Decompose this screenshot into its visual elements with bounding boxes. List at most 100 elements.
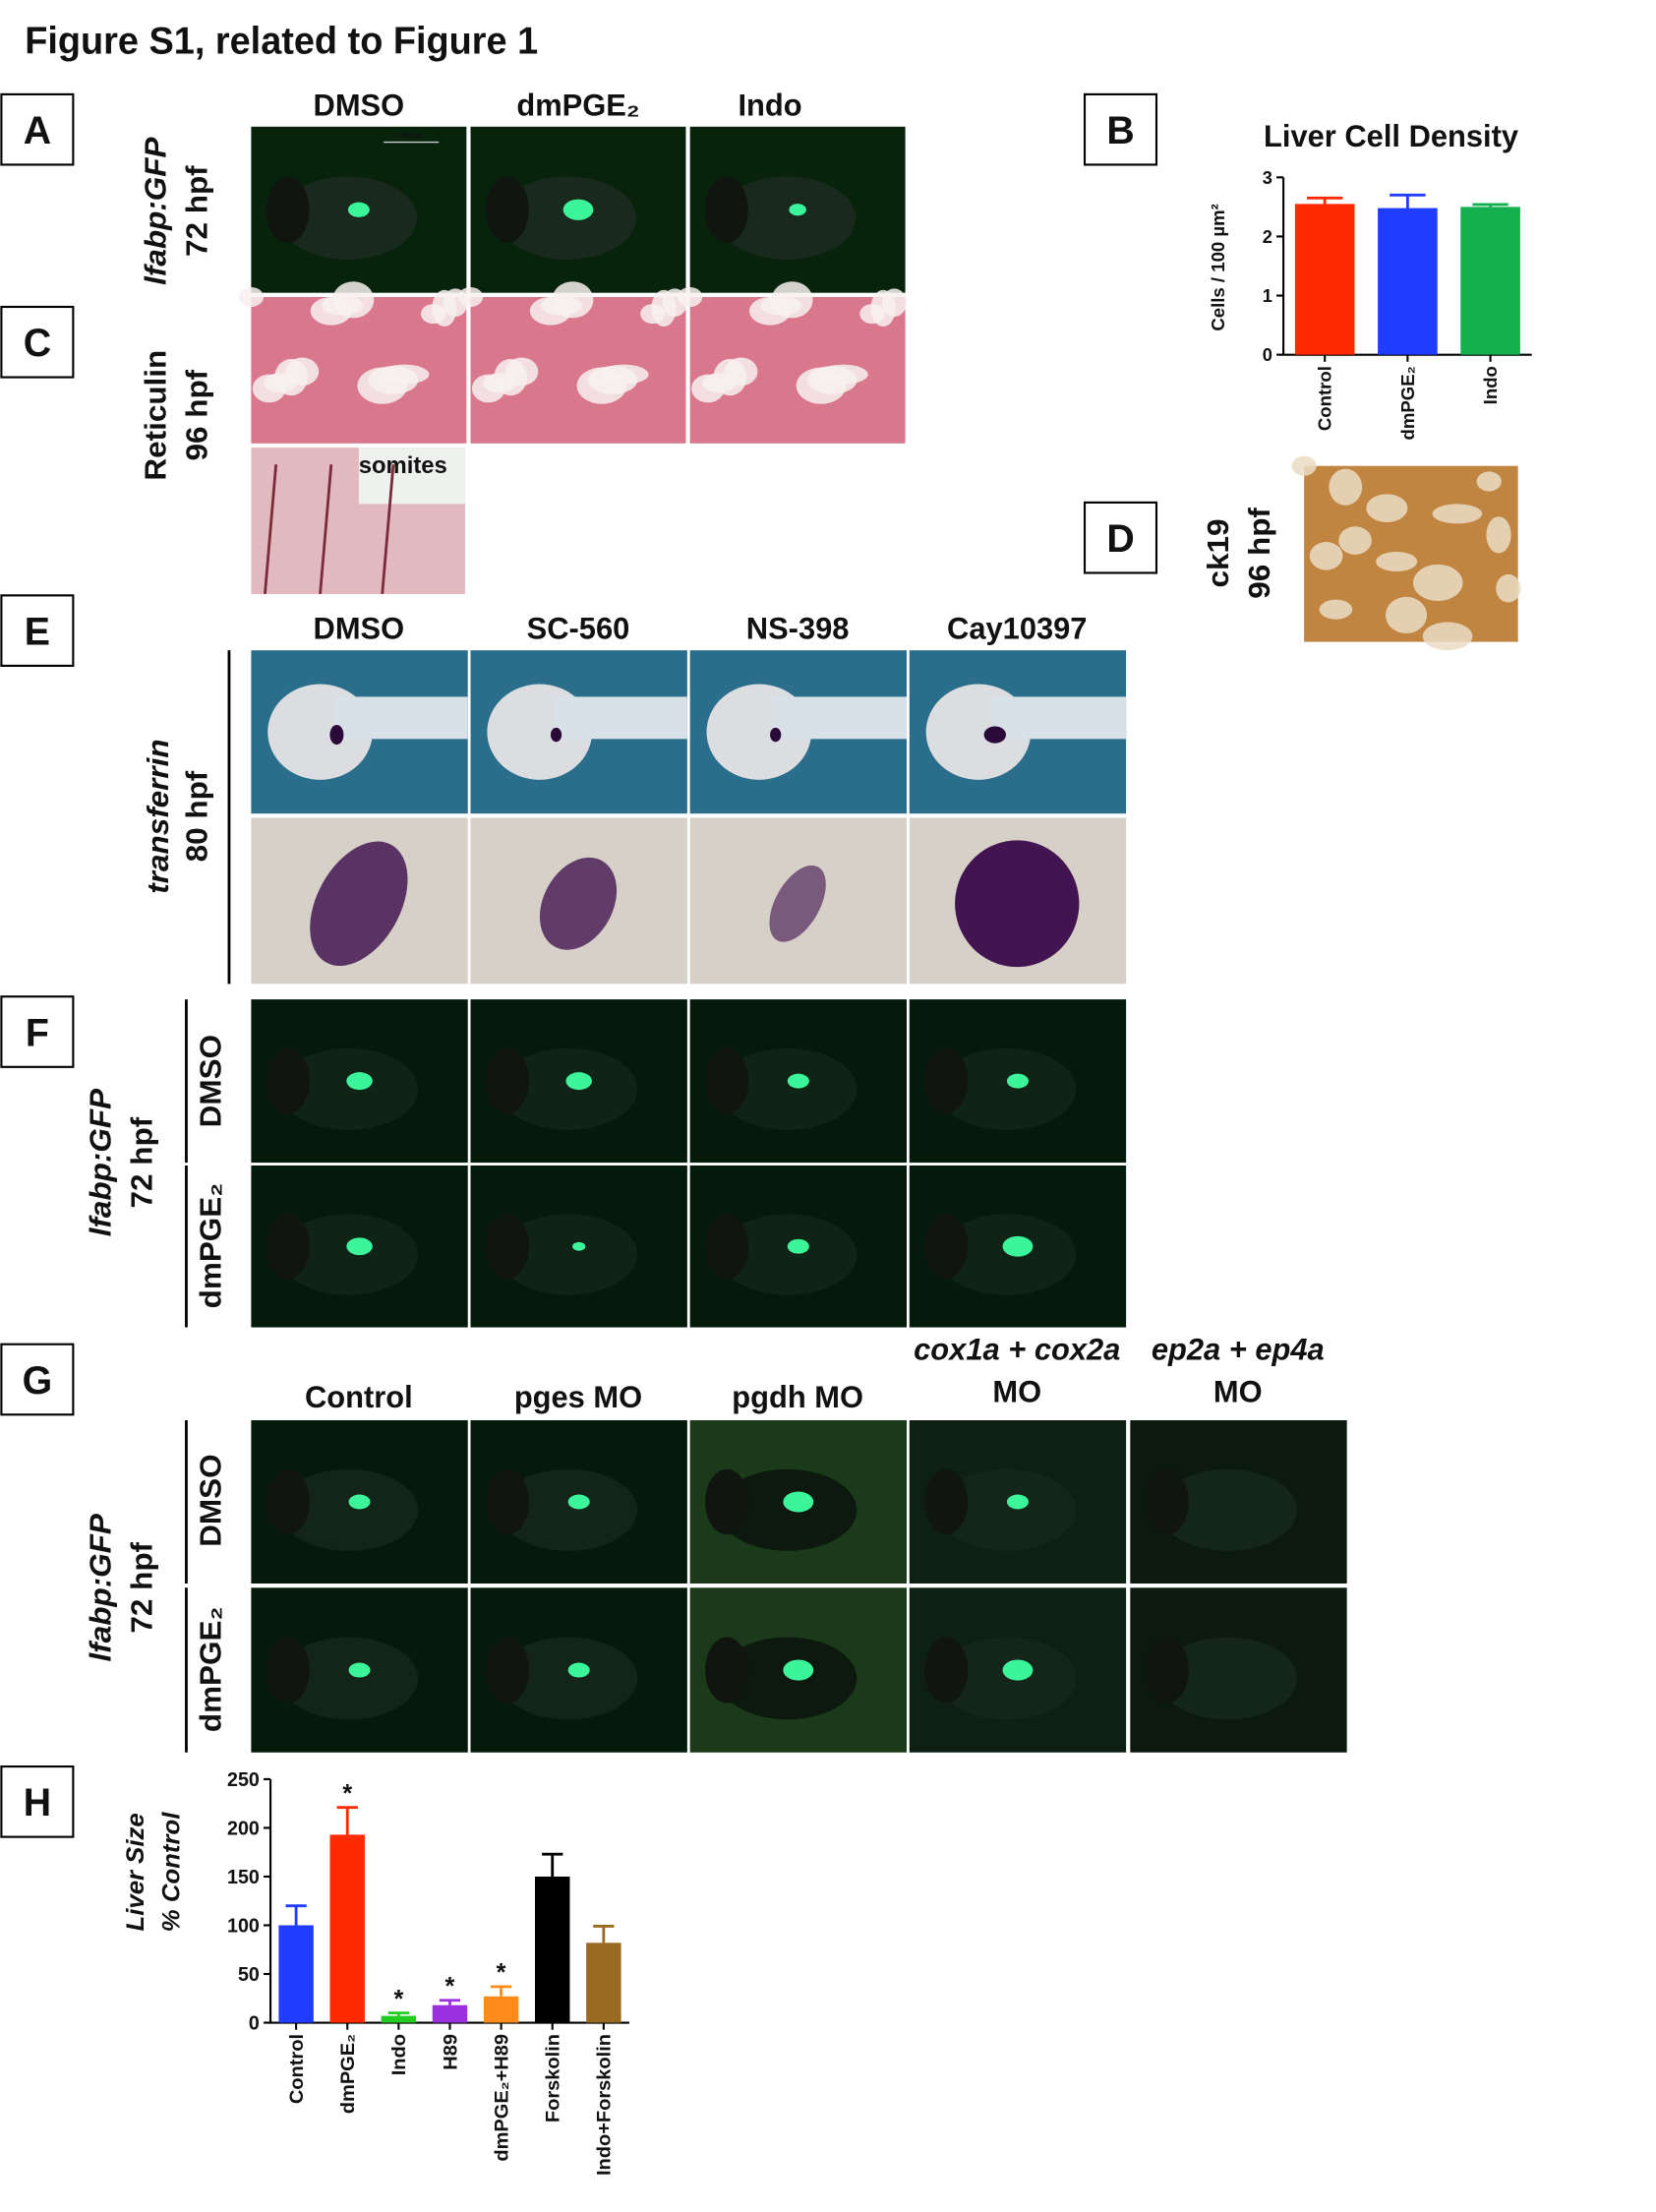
row-label: dmPGE₂	[194, 1606, 228, 1732]
bar	[1460, 207, 1520, 355]
column-label: MO	[992, 1374, 1041, 1408]
embryo-head	[705, 1047, 749, 1114]
column-label: cox1a + cox2a	[914, 1332, 1120, 1366]
embryo	[937, 1637, 1077, 1720]
panel-letter: A	[24, 109, 51, 152]
x-tick-label: dmPGE₂+H89	[492, 2034, 513, 2162]
liver	[567, 1494, 590, 1510]
embryo-tail	[991, 696, 1127, 740]
bar	[535, 1876, 570, 2023]
somite-boundary	[381, 464, 395, 595]
row-label: 80 hpf	[180, 770, 214, 862]
liver	[565, 1072, 592, 1091]
x-tick-label: dmPGE₂	[337, 2034, 359, 2114]
embryo	[279, 1637, 419, 1720]
bar	[381, 2015, 417, 2023]
row-label: lfabp:GFP	[84, 1514, 118, 1662]
column-label: NS-398	[746, 611, 850, 645]
embryo-head	[485, 1468, 530, 1535]
y-tick-label: 2	[1263, 226, 1272, 247]
panel-box	[0, 1764, 75, 1838]
histology-cell	[1413, 564, 1463, 602]
y-tick-label: 200	[227, 1818, 260, 1839]
embryo-head	[485, 1214, 530, 1280]
embryo-head	[266, 1468, 310, 1535]
column-label: MO	[1213, 1374, 1263, 1408]
histology-cell	[1496, 573, 1521, 603]
embryo-head	[485, 1047, 530, 1114]
histology-cell	[1319, 599, 1353, 620]
embryo-head	[266, 1214, 310, 1280]
x-tick-label: Indo	[388, 2034, 410, 2075]
histology-cell	[859, 304, 885, 325]
histology-cell	[357, 367, 407, 404]
liver	[787, 1238, 809, 1254]
somite-background	[358, 448, 465, 505]
transferrin-stain	[329, 725, 344, 746]
column-label: Cay10397	[947, 611, 1087, 645]
row-label: lfabp:GFP	[139, 137, 173, 285]
panel-box	[0, 995, 75, 1068]
embryo-tail	[772, 696, 907, 740]
y-tick-label: 100	[227, 1915, 260, 1937]
embryo	[279, 1214, 419, 1295]
y-tick-label: 1	[1263, 285, 1272, 306]
x-tick-label: Indo	[1480, 366, 1501, 404]
histology-cell	[691, 374, 725, 403]
x-tick-label: Indo+Forskolin	[594, 2034, 616, 2176]
histology-cell	[678, 286, 703, 307]
histology-cell	[640, 304, 666, 325]
liver	[562, 199, 594, 220]
histology-cell	[1476, 471, 1502, 492]
histology-cell	[749, 296, 792, 326]
histology-cell	[238, 286, 265, 307]
transferrin-stain	[550, 727, 562, 743]
histology-cell	[1291, 455, 1317, 476]
histology-cell	[576, 367, 627, 404]
row-label: transferrin	[141, 739, 175, 893]
significance-label: *	[342, 1780, 352, 1808]
y-tick-label: 0	[1263, 344, 1272, 365]
histology-cell	[1422, 622, 1473, 651]
panel-box	[0, 305, 75, 379]
embryo	[499, 1468, 638, 1551]
bar	[432, 2004, 468, 2023]
embryo	[499, 1637, 638, 1720]
embryo-head	[705, 1468, 749, 1535]
panel-letter: G	[23, 1358, 53, 1402]
chart-title: Liver Cell Density	[1264, 119, 1519, 153]
row-label: DMSO	[194, 1454, 228, 1546]
embryo-head	[485, 176, 529, 244]
row-label: ck19	[1201, 518, 1235, 587]
panel-letter: F	[26, 1011, 49, 1054]
row-label: 96 hpf	[1242, 507, 1276, 598]
embryo	[718, 1637, 858, 1720]
embryo	[278, 176, 417, 260]
panel-box	[0, 594, 75, 667]
row-label: 72 hpf	[180, 165, 214, 257]
embryo-head	[705, 1637, 749, 1704]
liver	[787, 1073, 809, 1089]
liver	[1006, 1494, 1029, 1510]
embryo	[1157, 1468, 1297, 1551]
scale-bar-label: 500 µm	[399, 132, 423, 140]
embryo-head	[924, 1468, 969, 1535]
somite-boundary	[319, 464, 333, 595]
embryo-tail	[333, 696, 468, 740]
histology-cell	[457, 286, 484, 307]
embryo	[499, 1047, 638, 1130]
panel-letter: C	[24, 322, 51, 365]
significance-label: *	[393, 1986, 403, 2013]
x-tick-label: H89	[441, 2034, 462, 2070]
embryo-head	[266, 176, 310, 244]
histology-cell	[1338, 526, 1372, 555]
embryo	[718, 176, 857, 260]
panel-letter: H	[24, 1781, 51, 1824]
column-label: SC-560	[527, 611, 630, 645]
embryo	[718, 1047, 858, 1130]
embryo	[498, 176, 637, 260]
bar	[586, 1943, 621, 2023]
x-tick-label: Control	[286, 2034, 308, 2104]
